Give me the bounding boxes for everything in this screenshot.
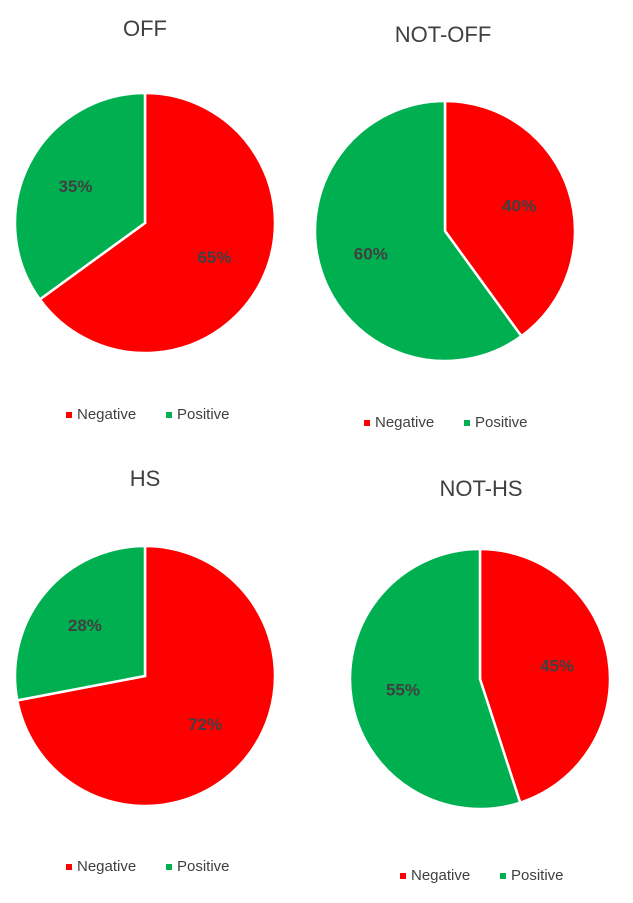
legend-label-negative: Negative [375, 414, 434, 431]
data-label-negative: 65% [197, 248, 231, 267]
data-label-positive: 60% [354, 245, 388, 264]
legend-swatch-positive [500, 873, 506, 879]
legend: Negative Positive [400, 867, 564, 884]
pie-slice-negative [478, 547, 612, 805]
pie-svg-not-off: NOT-OFF 40% 60% Negative Positive [316, 22, 577, 431]
data-label-positive: 35% [58, 177, 92, 196]
pie-slice-positive [348, 547, 522, 811]
legend-swatch-negative [66, 864, 72, 870]
pie-svg-off: OFF 65% 35% Negative Positive [13, 16, 277, 423]
data-label-negative: 72% [188, 715, 222, 734]
legend-swatch-negative [66, 412, 72, 418]
pie-chart-off: OFF 65% 35% Negative Positive [0, 0, 316, 451]
legend: Negative Positive [364, 414, 528, 431]
legend-label-negative: Negative [77, 858, 136, 875]
legend-label-positive: Positive [475, 414, 528, 431]
data-label-negative: 45% [540, 656, 574, 675]
pie-slice-positive [13, 544, 147, 702]
chart-title: OFF [123, 16, 167, 41]
pie-chart-hs: HS 72% 28% Negative Positive [0, 451, 316, 902]
pie-slice-negative [38, 91, 277, 355]
pie-slice-positive [316, 99, 524, 363]
pie-slice-negative [443, 99, 577, 338]
legend-label-positive: Positive [511, 867, 564, 884]
pie-svg-hs: HS 72% 28% Negative Positive [13, 466, 277, 875]
legend: Negative Positive [66, 406, 230, 423]
chart-title: NOT-OFF [395, 22, 492, 47]
data-label-negative: 40% [502, 196, 536, 215]
legend: Negative Positive [66, 858, 230, 875]
chart-title: NOT-HS [439, 476, 522, 501]
data-label-positive: 28% [68, 616, 102, 635]
legend-swatch-positive [464, 420, 470, 426]
chart-title: HS [130, 466, 161, 491]
pie-chart-not-off: NOT-OFF 40% 60% Negative Positive [316, 0, 632, 451]
legend-label-negative: Negative [77, 406, 136, 423]
legend-swatch-positive [166, 412, 172, 418]
data-label-positive: 55% [386, 681, 420, 700]
pie-chart-not-hs: NOT-HS 45% 55% Negative Positive [316, 451, 632, 902]
legend-swatch-positive [166, 864, 172, 870]
legend-label-negative: Negative [411, 867, 470, 884]
legend-swatch-negative [364, 420, 370, 426]
legend-label-positive: Positive [177, 406, 230, 423]
pie-slice-positive [13, 91, 147, 302]
legend-label-positive: Positive [177, 858, 230, 875]
pie-svg-not-hs: NOT-HS 45% 55% Negative Positive [348, 476, 612, 884]
legend-swatch-negative [400, 873, 406, 879]
